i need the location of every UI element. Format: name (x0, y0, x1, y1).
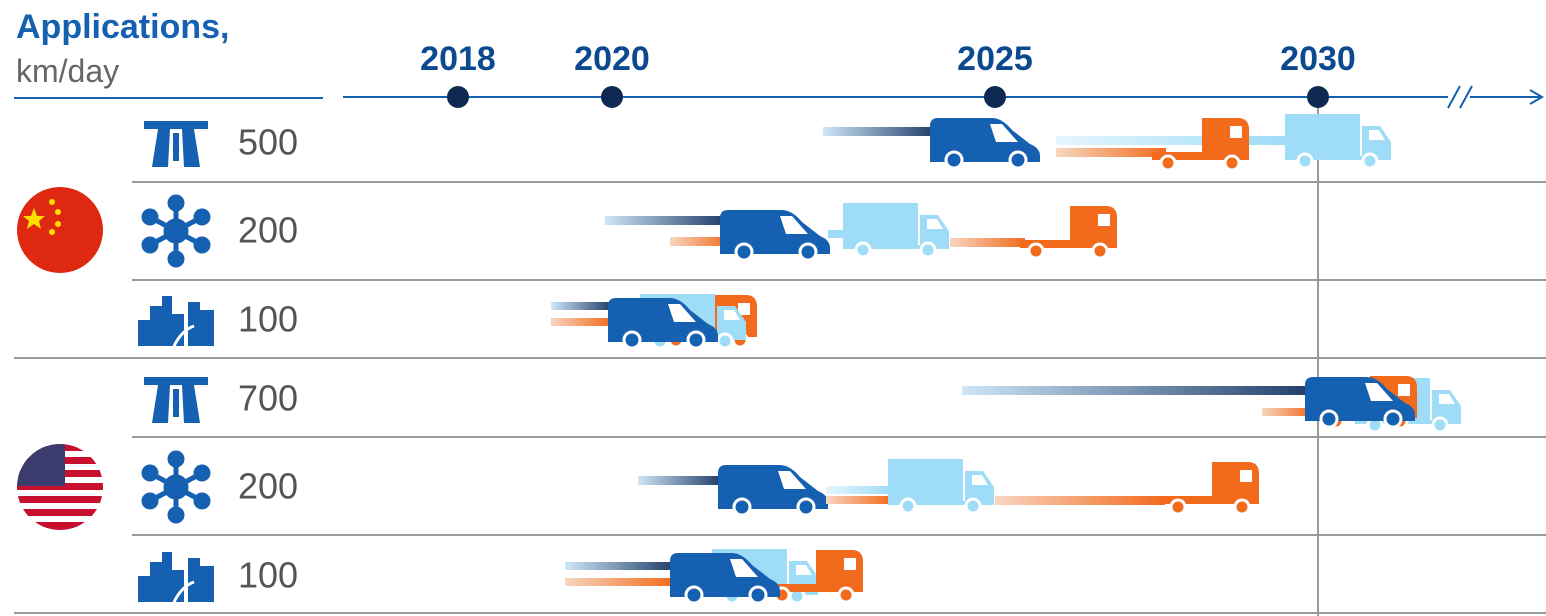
year-label: 2020 (574, 40, 650, 78)
subtitle: km/day (16, 53, 119, 89)
distance: 500 (238, 122, 298, 163)
row-lines (14, 108, 1546, 616)
distance: 100 (238, 299, 298, 340)
china-flag (17, 187, 103, 273)
year-label: 2018 (420, 40, 496, 78)
network-icon (144, 197, 208, 265)
highway-icon (144, 121, 208, 167)
row-6-vehicles (565, 549, 863, 603)
year-label: 2025 (957, 40, 1033, 78)
network-icon (144, 453, 208, 521)
row-1-vehicles (823, 114, 1391, 170)
year-label: 2030 (1280, 40, 1356, 78)
title: Applications, (16, 8, 229, 46)
distance: 100 (238, 555, 298, 596)
row-5-vehicles (638, 459, 1259, 515)
usa-flag (17, 444, 103, 530)
timeline-diagram: Applications, km/day 2018 2020 2025 2030… (0, 0, 1546, 616)
row-2-vehicles (605, 203, 1117, 260)
city-icon (138, 552, 214, 602)
city-icon (138, 296, 214, 346)
distance: 700 (238, 378, 298, 419)
row-4-vehicles (962, 376, 1461, 432)
distance: 200 (238, 210, 298, 251)
highway-icon (144, 377, 208, 423)
distance: 200 (238, 466, 298, 507)
row-3-vehicles (551, 294, 757, 348)
